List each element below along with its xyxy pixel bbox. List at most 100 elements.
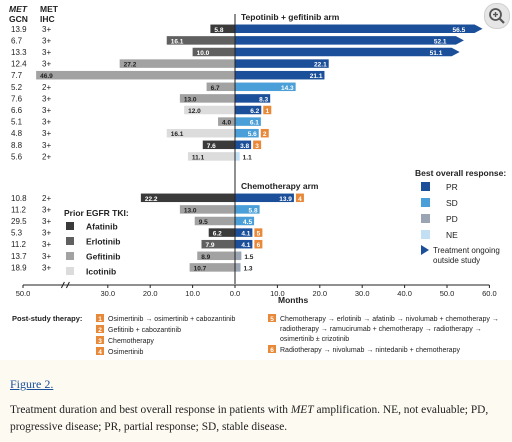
post-study-badge [268, 345, 276, 353]
response-bar-label: 4.1 [241, 242, 250, 249]
x-tick-label: 40.0 [397, 289, 412, 298]
prior-bar-label: 8.9 [201, 254, 210, 261]
response-bar [235, 216, 255, 226]
gcn-value: 12.4 [11, 60, 27, 69]
post-study-badge-num: 4 [298, 196, 302, 203]
post-study-badge [96, 347, 104, 355]
response-bar [235, 105, 262, 115]
response-bar [235, 94, 271, 103]
response-bar-label: 21.1 [310, 73, 323, 80]
post-study-title: Post-study therapy: [12, 314, 82, 323]
ihc-header-1: MET [40, 4, 59, 14]
ihc-value: 3+ [42, 129, 51, 138]
gcn-header-1: MET [9, 4, 28, 14]
response-legend-label: NE [446, 230, 458, 240]
response-bar-label: 56.5 [453, 27, 466, 34]
post-study-badge [96, 336, 104, 344]
prior-tki-bar [179, 94, 235, 103]
figure-caption: Treatment duration and best overall resp… [10, 404, 489, 433]
response-bar-label: 6.1 [250, 120, 259, 127]
post-study-badge [254, 239, 263, 249]
prior-tki-bar [36, 70, 236, 80]
response-bar-ongoing [235, 36, 464, 45]
response-bar [235, 117, 261, 126]
x-axis-label: Months [278, 295, 308, 305]
gcn-header-2: GCN [9, 14, 28, 24]
response-bar [235, 82, 296, 92]
x-tick-label: 10.0 [185, 289, 200, 298]
response-bar-label: 4.5 [243, 219, 252, 226]
prior-tki-bar [210, 24, 235, 34]
post-study-badge-num: 1 [265, 108, 269, 115]
response-bar [235, 70, 325, 80]
ihc-value: 3+ [42, 106, 51, 115]
zoom-button[interactable] [484, 3, 510, 29]
ongoing-label-1: Treatment ongoing [433, 246, 500, 255]
ihc-value: 3+ [42, 229, 51, 238]
x-tick-label: 50.0 [440, 289, 455, 298]
gcn-value: 29.5 [11, 217, 27, 226]
gcn-value: 13.7 [11, 252, 27, 261]
response-bar-label: 14.3 [281, 85, 294, 92]
response-bar [235, 228, 253, 237]
prior-legend-swatch [66, 222, 74, 230]
prior-bar-label: 16.1 [171, 131, 184, 138]
gcn-value: 6.7 [11, 36, 23, 45]
ongoing-arrow-icon [421, 245, 429, 255]
post-study-badge-num: 2 [98, 327, 102, 334]
response-bar [235, 205, 260, 214]
prior-legend-label: Icotinib [86, 267, 116, 277]
prior-tki-bar [192, 47, 235, 57]
x-tick-label: 20.0 [312, 289, 327, 298]
prior-bar-label: 16.1 [171, 38, 184, 45]
gcn-value: 13.3 [11, 48, 27, 57]
ihc-value: 3+ [42, 205, 51, 214]
ihc-value: 3+ [42, 263, 51, 272]
response-bar [235, 263, 241, 272]
prior-tki-bar [184, 105, 235, 115]
prior-legend-title: Prior EGFR TKI: [64, 208, 129, 218]
ihc-value: 3+ [42, 60, 51, 69]
prior-tki-bar [166, 128, 235, 138]
response-bar-label: 22.1 [314, 62, 327, 69]
response-bar-label: 3.8 [240, 143, 249, 150]
response-bar-label: 4.1 [241, 231, 250, 238]
response-bar-label: 1.1 [243, 154, 252, 161]
post-study-text: osimertinib ± crizotinib [280, 336, 349, 343]
prior-tki-bar [208, 228, 235, 237]
post-study-badge-num: 6 [257, 242, 261, 249]
prior-legend-label: Gefitinib [86, 252, 120, 262]
prior-bar-label: 11.1 [192, 154, 205, 161]
prior-bar-label: 9.5 [199, 219, 208, 226]
gcn-value: 5.1 [11, 118, 23, 127]
post-study-badge [253, 140, 262, 150]
ongoing-label-2: outside study [433, 256, 480, 265]
response-bar-label: 51.1 [430, 50, 443, 57]
prior-bar-label: 13.0 [184, 207, 197, 214]
prior-bar-label: 10.0 [197, 50, 210, 57]
figure-link[interactable]: Figure 2. [10, 377, 54, 391]
prior-tki-bar [140, 193, 235, 203]
prior-tki-bar [187, 152, 235, 161]
ihc-header-2: IHC [40, 14, 55, 24]
ihc-value: 3+ [42, 240, 51, 249]
gcn-value: 13.9 [11, 25, 27, 34]
response-bar-label: 1.5 [244, 254, 253, 261]
response-legend-label: SD [446, 198, 458, 208]
x-tick-label: 0.0 [230, 289, 240, 298]
ihc-value: 3+ [42, 141, 51, 150]
prior-tki-bar [179, 205, 235, 214]
prior-legend-label: Erlotinib [86, 237, 120, 247]
axis-break-mark [65, 281, 70, 289]
response-bar [235, 152, 240, 161]
response-bar-label: 8.3 [259, 96, 268, 103]
post-study-badge [268, 314, 276, 322]
post-study-text: Chemotherapy → erlotinib → afatinib → ni… [280, 316, 499, 323]
post-study-badge-num: 5 [257, 231, 261, 238]
arm-label-tepotinib: Tepotinib + gefitinib arm [241, 12, 340, 22]
magnifier-plus-icon [489, 8, 505, 24]
response-legend-title: Best overall response: [415, 168, 506, 178]
x-tick-label: 10.0 [270, 289, 285, 298]
ihc-value: 3+ [42, 217, 51, 226]
response-legend-swatch [421, 198, 430, 207]
